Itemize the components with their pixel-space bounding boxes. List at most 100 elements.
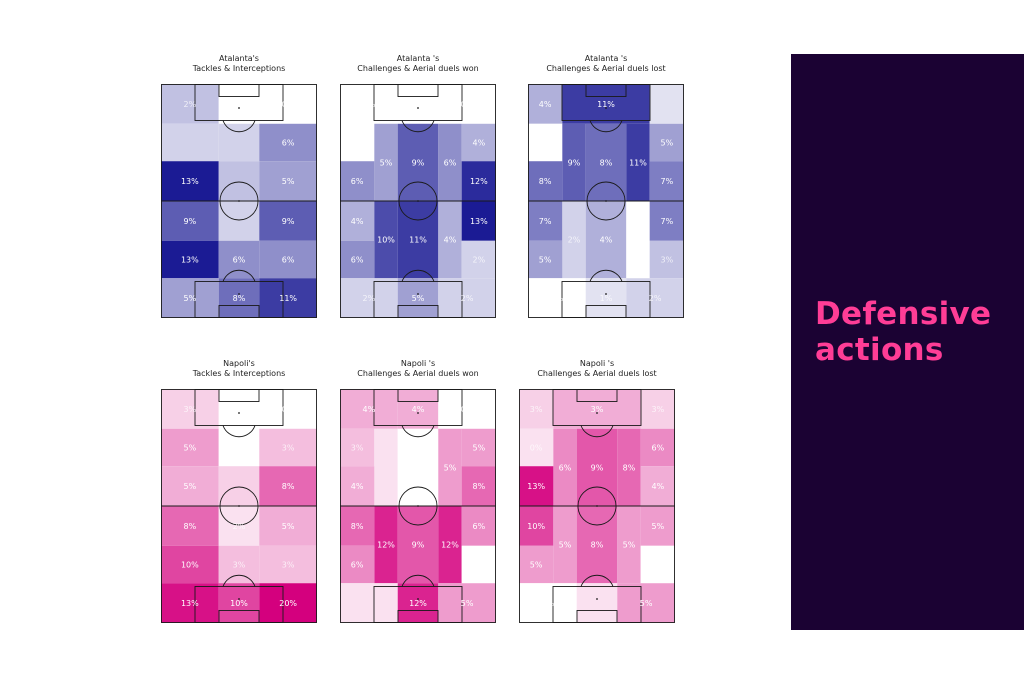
heatmap-cell (438, 506, 462, 584)
bottom-penalty-spot (605, 293, 607, 295)
cell-value-label: 6% (351, 177, 364, 186)
pitch-markings (161, 389, 317, 623)
cell-value-label: 13% (181, 599, 199, 608)
cell-value-label: 0% (282, 100, 295, 109)
heatmap-cell (340, 278, 398, 318)
cell-value-label: 8% (351, 522, 364, 531)
cell-value-label: 2% (649, 294, 662, 303)
heatmap-cell (461, 506, 496, 546)
cell-value-label: 0% (472, 561, 485, 570)
bottom-penalty-arc (401, 269, 435, 282)
heatmap-cell (626, 123, 650, 201)
heatmap-labels: 3% 3% 3% 0% 6% 9% 8% 6% 13% 4% 10% 5% 8% 5% 5% 5% 0% 0% 5% (527, 405, 664, 608)
cell-value-label: 8% (233, 294, 246, 303)
heatmap-cell (259, 583, 317, 623)
heatmap-cell (461, 161, 496, 201)
side-title-panel: Defensive actions (791, 54, 1024, 630)
pitch-spots (238, 107, 240, 295)
cell-value-label: 9% (412, 158, 425, 167)
top-penalty-spot (596, 412, 598, 414)
panel-title: Atalanta 's Challenges & Aerial duels lo… (508, 54, 704, 74)
heatmap-cell (438, 123, 462, 201)
cell-value-label: 0% (233, 405, 246, 414)
center-circle (219, 486, 259, 526)
cell-value-label: 10% (230, 599, 248, 608)
cell-value-label: 8% (591, 541, 604, 550)
heatmap-cells (528, 84, 684, 318)
heatmap-labels: 0% 0% 0% 5% 9% 6% 4% 6% 12% 4% 10% 11% 4% 13% 6% 2% 2% 5%… (351, 100, 488, 303)
heatmap-cell (374, 123, 398, 201)
heatmap-cell (461, 545, 496, 584)
panel-title: Napoli 's Challenges & Aerial duels won (320, 359, 516, 379)
cell-value-label: 8% (282, 482, 295, 491)
cell-value-label: 0% (539, 139, 552, 148)
cell-value-label: 5% (660, 139, 673, 148)
top-six-yard-box (585, 84, 627, 97)
cell-value-label: 3% (351, 444, 364, 453)
cell-value-label: 13% (470, 217, 488, 226)
heatmap-cells (340, 84, 496, 318)
top-six-yard-box (576, 389, 618, 402)
heatmap-cell (438, 428, 462, 506)
heatmap-labels: 3% 0% 0% 5% 0% 3% 5% 8% 8% 2% 5% 10% 3% 3% 13% 10% 20% (181, 405, 297, 608)
cell-value-label: 8% (600, 158, 613, 167)
cell-value-label: 5% (444, 463, 457, 472)
cell-value-label: 6% (282, 139, 295, 148)
panel-title: Napoli 's Challenges & Aerial duels lost (499, 359, 695, 379)
cell-value-label: 3% (233, 561, 246, 570)
cell-value-label: 12% (441, 541, 459, 550)
heatmap-cell (640, 389, 675, 429)
cell-value-label: 8% (539, 177, 552, 186)
heatmap-cell (626, 278, 684, 318)
pitch-spots (417, 412, 419, 600)
bottom-penalty-arc (401, 574, 435, 587)
cell-value-label: 2% (184, 100, 197, 109)
heatmap-cell (461, 201, 496, 241)
heatmap-cell (562, 123, 586, 201)
pitch-heatmap: 0% 0% 0% 5% 9% 6% 4% 6% 12% 4% 10% 11% 4% 13% 6% 2% 2% 5%… (340, 84, 496, 318)
heatmap-cell (397, 278, 439, 318)
cell-value-label: 5% (282, 177, 295, 186)
top-penalty-spot (605, 107, 607, 109)
cell-value-label: 6% (351, 561, 364, 570)
cell-value-label: 3% (282, 561, 295, 570)
cell-value-label: 9% (568, 158, 581, 167)
center-spot (238, 505, 240, 507)
cell-value-label: 2% (461, 294, 474, 303)
cell-value-label: 3% (184, 405, 197, 414)
cell-value-label: 2% (472, 256, 485, 265)
center-circle (586, 181, 626, 221)
heatmap-cell (340, 201, 375, 241)
cell-value-label: 7% (539, 217, 552, 226)
cell-value-label: 6% (472, 522, 485, 531)
heatmap-cell (649, 123, 684, 162)
top-penalty-arc (580, 425, 614, 438)
heatmap-cell (218, 123, 260, 162)
heatmap-cell (218, 278, 260, 318)
cell-value-label: 8% (623, 463, 636, 472)
heatmap-labels: 4% 4% 0% 3% 0% 5% 5% 4% 8% 8% 12% 9% 12% 6% 6% 0% 12% 5% (351, 405, 486, 608)
panel-title-line-1: Atalanta 's (396, 54, 440, 63)
center-circle (398, 486, 438, 526)
heatmap-cell (161, 201, 219, 241)
cell-value-label: 6% (559, 463, 572, 472)
heatmap-cell (340, 545, 375, 584)
heatmap-cell (218, 84, 260, 124)
heatmap-cell (340, 84, 398, 124)
heatmap-cell (519, 506, 554, 546)
top-penalty-arc (589, 120, 623, 133)
cell-value-label: 1% (600, 294, 613, 303)
cell-value-label: 4% (472, 139, 485, 148)
cell-value-label: 5% (640, 599, 653, 608)
pitch-heatmap: 3% 3% 3% 0% 6% 9% 8% 6% 13% 4% 10% 5% 8% 5% 5% 5% 0% 0% 5% (519, 389, 675, 623)
cell-value-label: 3% (282, 444, 295, 453)
cell-value-label: 9% (591, 463, 604, 472)
cell-value-label: 0% (461, 405, 474, 414)
heatmap-cell (340, 240, 375, 279)
top-six-yard-box (397, 84, 439, 97)
panel-title: Atalanta's Tackles & Interceptions (141, 54, 337, 74)
heatmap-cell (161, 506, 219, 546)
heatmap-cell (218, 506, 260, 546)
pitch-spots (596, 412, 598, 600)
heatmap-cell (617, 428, 641, 506)
